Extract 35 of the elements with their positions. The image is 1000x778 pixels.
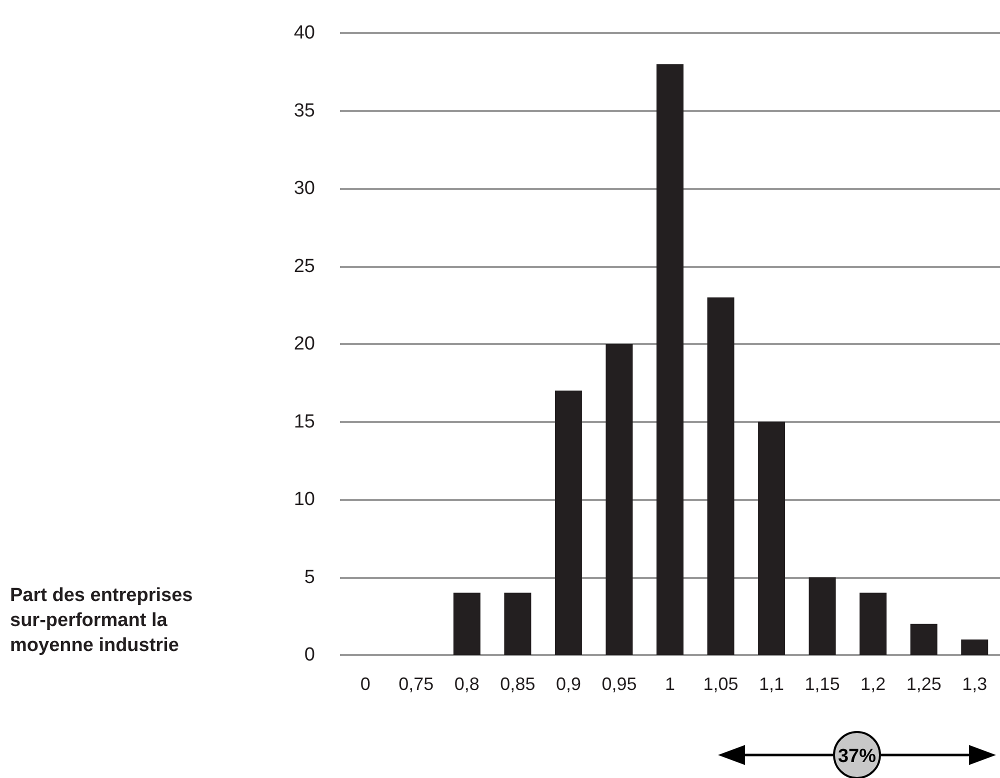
x-tick-label: 1,1 — [759, 674, 784, 694]
x-tick-label: 1,25 — [906, 674, 942, 694]
bar — [758, 422, 786, 655]
bar — [910, 624, 938, 655]
y-tick-label: 35 — [294, 100, 315, 122]
x-tick-label: 1,05 — [703, 674, 738, 694]
bar — [554, 390, 582, 655]
y-tick-label: 15 — [294, 411, 315, 432]
bar — [707, 297, 734, 655]
y-tick-label: 20 — [294, 334, 315, 354]
x-tick-label: 0,75 — [398, 674, 434, 694]
y-tick-label: 5 — [304, 566, 315, 588]
x-tick-label: 1,3 — [962, 674, 988, 694]
bar — [504, 592, 532, 655]
bar — [808, 577, 836, 655]
x-tick-label: 0,95 — [602, 674, 637, 694]
y-tick-label: 40 — [294, 22, 315, 44]
bar — [860, 592, 887, 655]
bar — [606, 344, 633, 655]
y-tick-label: 10 — [294, 489, 315, 510]
y-tick-label: 0 — [304, 644, 315, 666]
bar — [656, 64, 684, 655]
x-tick-label: 0 — [360, 674, 370, 694]
x-tick-label: 0,8 — [454, 674, 480, 694]
y-tick-label: 30 — [294, 178, 315, 199]
x-tick-label: 1 — [664, 674, 676, 694]
x-tick-label: 1,15 — [804, 674, 840, 694]
text: 37% — [838, 746, 876, 767]
text: Part des entreprises sur-performant la moyenne industrie — [10, 584, 194, 658]
y-tick-label: 25 — [294, 256, 315, 277]
bar — [453, 592, 480, 655]
bar — [961, 639, 988, 655]
x-tick-label: 0,85 — [500, 674, 536, 694]
x-tick-label: 0,9 — [556, 674, 581, 694]
x-tick-label: 1,2 — [860, 674, 886, 694]
